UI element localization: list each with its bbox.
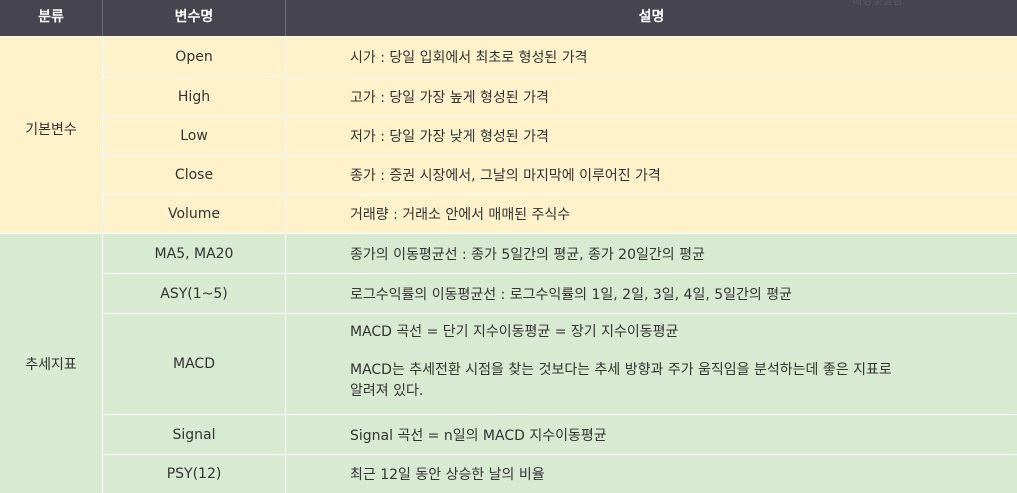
row-divider — [103, 313, 1017, 314]
row-divider — [103, 414, 1017, 415]
table-row: ASY(1~5) 로그수익률의 이동평균선 : 로그수익률의 1일, 2일, 3… — [103, 274, 1017, 313]
table-row: MACD MACD 곡선 = 단기 지수이동평균 = 장기 지수이동평균 MAC… — [103, 314, 1017, 414]
variable-name: ASY(1~5) — [103, 274, 286, 313]
variable-name: Low — [103, 117, 286, 155]
table-row: MA5, MA20 종가의 이동평균선 : 종가 5일간의 평균, 종가 20일… — [103, 234, 1017, 273]
row-divider — [103, 116, 1017, 117]
variable-name: Open — [103, 37, 286, 76]
variable-name: Close — [103, 156, 286, 194]
header-divider — [102, 0, 103, 36]
row-divider — [103, 454, 1017, 455]
corner-note: 배경및컬럼 — [852, 0, 903, 7]
variable-description: 거래량 : 거래소 안에서 매매된 주식수 — [350, 207, 571, 223]
row-divider — [103, 194, 1017, 195]
variable-name: PSY(12) — [103, 455, 286, 493]
table-row: Open 시가 : 당일 입회에서 최초로 형성된 가격 — [103, 37, 1017, 76]
variable-description: 저가 : 당일 가장 낮게 형성된 가격 — [350, 129, 549, 145]
table-header: 분류 변수명 설명 배경및컬럼 — [0, 0, 1017, 36]
header-description: 설명 — [638, 9, 665, 25]
variable-description: 최근 12일 동안 상승한 날의 비율 — [350, 467, 545, 483]
row-divider — [103, 155, 1017, 156]
variable-description: 로그수익률의 이동평균선 : 로그수익률의 1일, 2일, 3일, 4일, 5일… — [350, 286, 792, 303]
category-cell-trend: 추세지표 — [0, 234, 103, 493]
row-divider — [103, 76, 1017, 77]
category-label: 추세지표 — [25, 357, 77, 373]
group-divider — [0, 233, 1017, 234]
description-line: 알려져 있다. — [350, 383, 424, 399]
table-row: Signal Signal 곡선 = n일의 MACD 지수이동평균 — [103, 415, 1017, 454]
header-divider — [285, 0, 286, 36]
variable-description: 종가의 이동평균선 : 종가 5일간의 평균, 종가 20일간의 평균 — [350, 246, 705, 263]
table-row: High 고가 : 당일 가장 높게 형성된 가격 — [103, 77, 1017, 116]
variable-description: 고가 : 당일 가장 높게 형성된 가격 — [350, 89, 549, 106]
header-variable: 변수명 — [174, 9, 214, 25]
row-divider — [103, 273, 1017, 274]
table-row: Low 저가 : 당일 가장 낮게 형성된 가격 — [103, 117, 1017, 155]
category-label: 기본변수 — [25, 122, 77, 138]
variable-description: Signal 곡선 = n일의 MACD 지수이동평균 — [350, 427, 607, 444]
variable-description: 시가 : 당일 입회에서 최초로 형성된 가격 — [350, 49, 588, 66]
description-line: MACD 곡선 = 단기 지수이동평균 = 장기 지수이동평균 — [350, 324, 679, 340]
variable-name: Volume — [103, 195, 286, 233]
variable-description: 종가 : 증권 시장에서, 그날의 마지막에 이루어진 가격 — [350, 168, 661, 184]
description-line: MACD는 추세전환 시점을 찾는 것보다는 추세 방향과 주가 움직임을 분석… — [350, 362, 892, 378]
variable-name: MACD — [103, 314, 286, 414]
table-row: PSY(12) 최근 12일 동안 상승한 날의 비율 — [103, 455, 1017, 493]
variable-name: Signal — [103, 415, 286, 454]
variable-name: MA5, MA20 — [103, 234, 286, 273]
category-cell-basic: 기본변수 — [0, 37, 103, 233]
table-row: Volume 거래량 : 거래소 안에서 매매된 주식수 — [103, 195, 1017, 233]
variable-description: MACD 곡선 = 단기 지수이동평균 = 장기 지수이동평균 MACD는 추세… — [350, 322, 892, 402]
variable-name: High — [103, 77, 286, 116]
header-category: 분류 — [38, 9, 64, 25]
table-row: Close 종가 : 증권 시장에서, 그날의 마지막에 이루어진 가격 — [103, 156, 1017, 194]
